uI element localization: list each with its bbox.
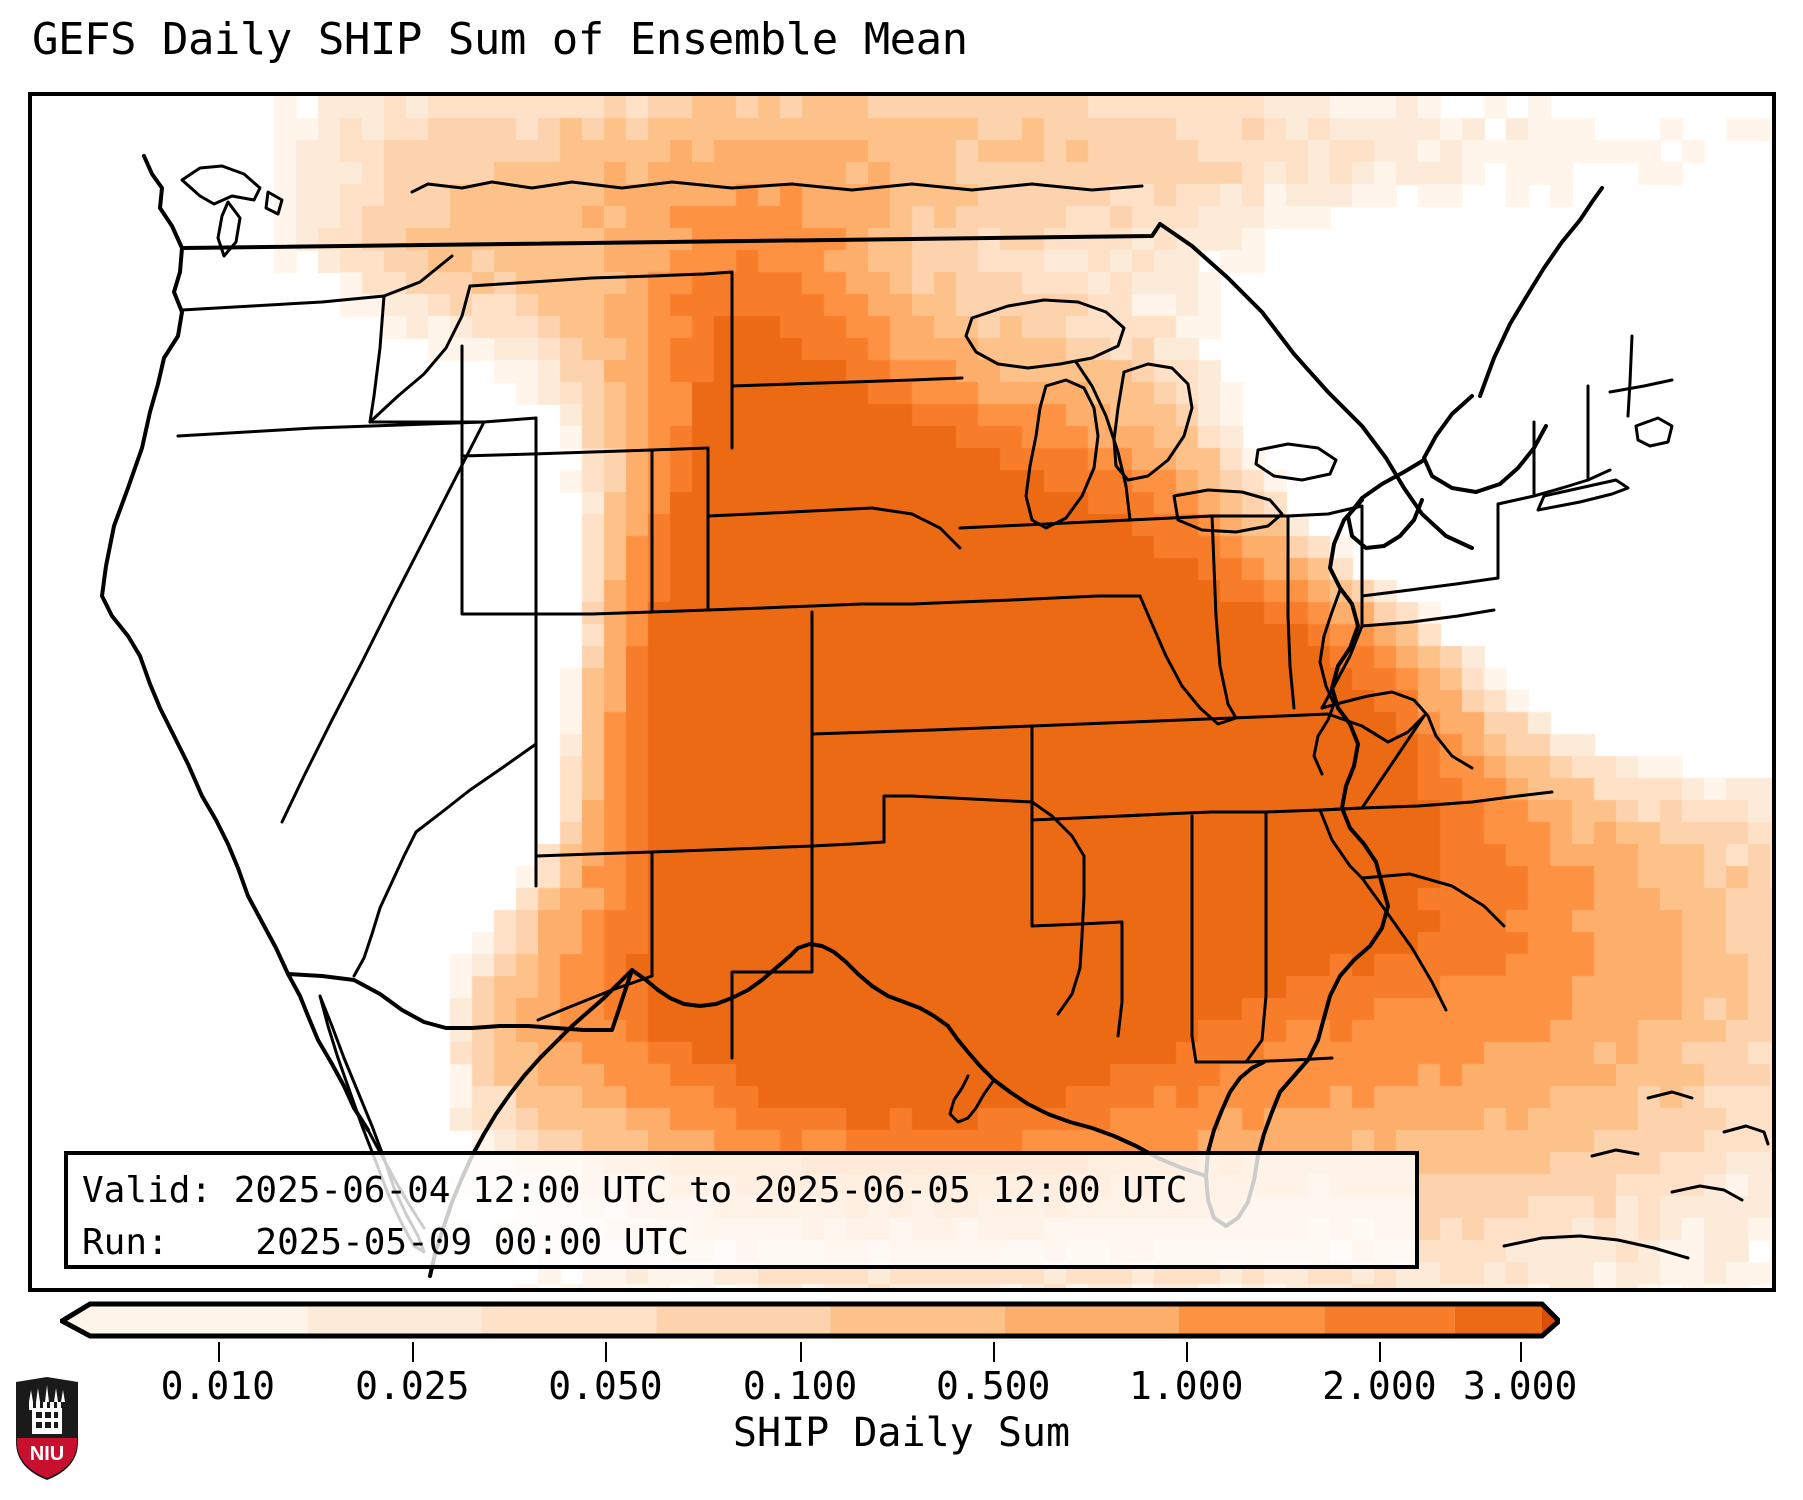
colorbar-tick xyxy=(1186,1342,1189,1362)
colorbar-tick-label: 3.000 xyxy=(1463,1364,1578,1408)
run-time-text: Run: 2025-05-09 00:00 UTC xyxy=(82,1222,689,1263)
map-clip xyxy=(32,96,1772,1288)
map-borders-overlay xyxy=(100,154,1770,1278)
colorbar-axis-label: SHIP Daily Sum xyxy=(732,1410,1071,1456)
colorbar-tick-label: 0.010 xyxy=(160,1364,275,1408)
colorbar-tick-label: 1.000 xyxy=(1129,1364,1244,1408)
map-plot-axes: Valid: 2025-06-04 12:00 UTC to 2025-06-0… xyxy=(28,92,1776,1292)
colorbar xyxy=(60,1300,1560,1342)
colorbar-tick xyxy=(605,1342,608,1362)
page-title: GEFS Daily SHIP Sum of Ensemble Mean xyxy=(32,14,968,65)
valid-time-text: Valid: 2025-06-04 12:00 UTC to 2025-06-0… xyxy=(82,1170,1188,1211)
colorbar-tick xyxy=(412,1342,415,1362)
colorbar-tick xyxy=(800,1342,803,1362)
colorbar-tick xyxy=(217,1342,220,1362)
colorbar-tick-label: 0.500 xyxy=(935,1364,1051,1408)
colorbar-gradient xyxy=(60,1301,1560,1339)
colorbar-tick-label: 0.025 xyxy=(355,1364,470,1408)
niu-logo-text: NIU xyxy=(30,1443,64,1465)
colorbar-tick xyxy=(1379,1342,1382,1362)
niu-logo: NIU xyxy=(16,1377,78,1480)
forecast-info-box: Valid: 2025-06-04 12:00 UTC to 2025-06-0… xyxy=(64,1151,1419,1269)
colorbar-tick-label: 2.000 xyxy=(1322,1364,1437,1408)
colorbar-tick xyxy=(993,1342,996,1362)
colorbar-tick-axis: 0.010 0.025 0.050 0.100 0.500 1.000 2.000 3.000 xyxy=(60,1342,1577,1422)
colorbar-tick xyxy=(1520,1342,1523,1362)
ship-heatmap-grid xyxy=(32,96,1772,1288)
colorbar-tick-label: 0.050 xyxy=(548,1364,663,1408)
colorbar-tick-label: 0.100 xyxy=(742,1364,858,1408)
